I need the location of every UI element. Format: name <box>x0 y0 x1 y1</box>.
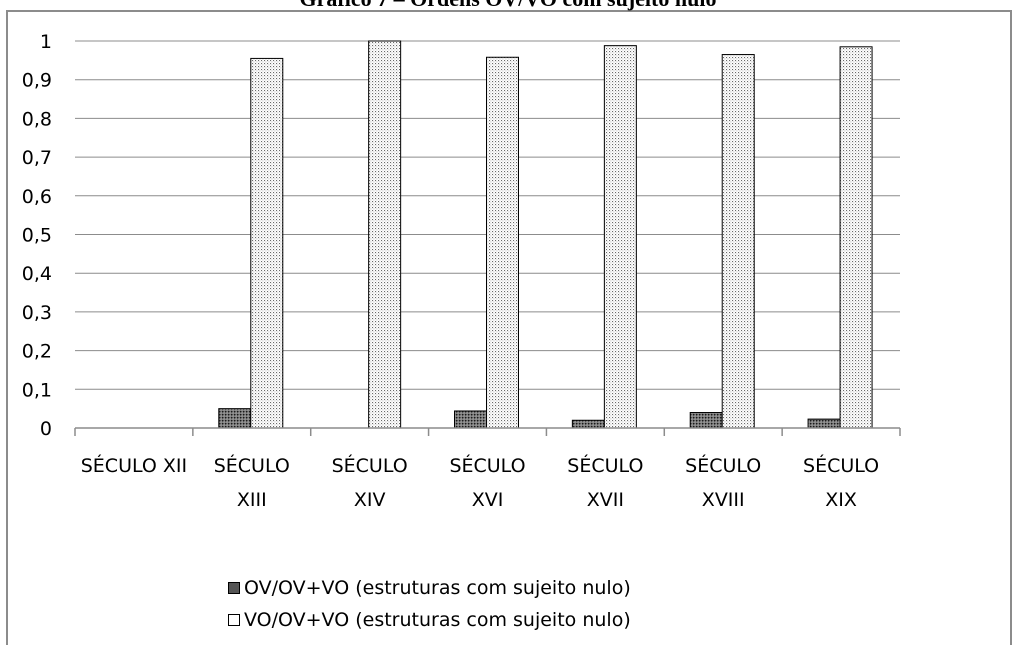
x-axis-category-labels: SÉCULO XII SÉCULO XIII SÉCULO XIV SÉCULO XVI SÉ… <box>81 454 879 511</box>
y-tick-label: 0,9 <box>22 70 52 92</box>
x-category-label: SÉCULO XII <box>81 454 187 477</box>
bar-vo <box>603 45 637 429</box>
bar-vo <box>368 40 402 429</box>
bar-ov <box>807 418 841 429</box>
bar-vo <box>486 56 519 429</box>
legend-item-vo: VO/OV+VO (estruturas com sujeito nulo) <box>228 604 631 636</box>
x-category-label: SÉCULO <box>214 454 290 477</box>
bar-vo <box>839 46 873 429</box>
legend: OV/OV+VO (estruturas com sujeito nulo) V… <box>228 572 631 636</box>
x-category-label: XVI <box>472 489 504 511</box>
bar-vo <box>250 57 284 429</box>
y-tick-label: 0,2 <box>22 341 52 363</box>
y-tick-label: 0,5 <box>22 225 52 247</box>
y-axis-tick-labels: 0 0,1 0,2 0,3 0,4 0,5 0,6 0,7 0,8 0,9 1 <box>22 31 52 440</box>
legend-swatch-vo <box>228 614 240 626</box>
x-category-label: XVII <box>587 489 624 511</box>
x-category-label: XIV <box>354 489 386 511</box>
y-tick-label: 0,6 <box>22 186 52 208</box>
legend-label-vo: VO/OV+VO (estruturas com sujeito nulo) <box>244 609 631 631</box>
y-tick-label: 1 <box>40 31 52 53</box>
chart-frame <box>6 10 1012 645</box>
y-tick-label: 0,1 <box>22 379 52 401</box>
chart-title: Gráfico 7 – Ordens OV/VO com sujeito nul… <box>0 0 1016 12</box>
x-category-label: SÉCULO <box>803 454 879 477</box>
x-category-label: SÉCULO <box>567 454 643 477</box>
y-tick-label: 0,4 <box>22 263 52 285</box>
x-category-label: XIII <box>237 489 267 511</box>
x-category-label: XVIII <box>702 489 745 511</box>
y-tick-label: 0,7 <box>22 147 52 169</box>
bar-ov <box>571 419 605 429</box>
bar-ov <box>218 408 252 429</box>
bar-ov <box>454 410 487 429</box>
x-category-label: XIX <box>825 489 857 511</box>
bars <box>218 40 873 429</box>
x-axis <box>74 427 901 436</box>
legend-label-ov: OV/OV+VO (estruturas com sujeito nulo) <box>244 577 631 599</box>
x-category-label: SÉCULO <box>449 454 525 477</box>
bar-ov <box>689 412 723 429</box>
legend-item-ov: OV/OV+VO (estruturas com sujeito nulo) <box>228 572 631 604</box>
bar-vo <box>721 54 755 429</box>
y-tick-label: 0,3 <box>22 302 52 324</box>
legend-swatch-ov <box>228 582 240 594</box>
y-tick-label: 0,8 <box>22 108 52 130</box>
x-category-label: SÉCULO <box>332 454 408 477</box>
y-tick-label: 0 <box>40 418 52 440</box>
x-category-label: SÉCULO <box>685 454 761 477</box>
